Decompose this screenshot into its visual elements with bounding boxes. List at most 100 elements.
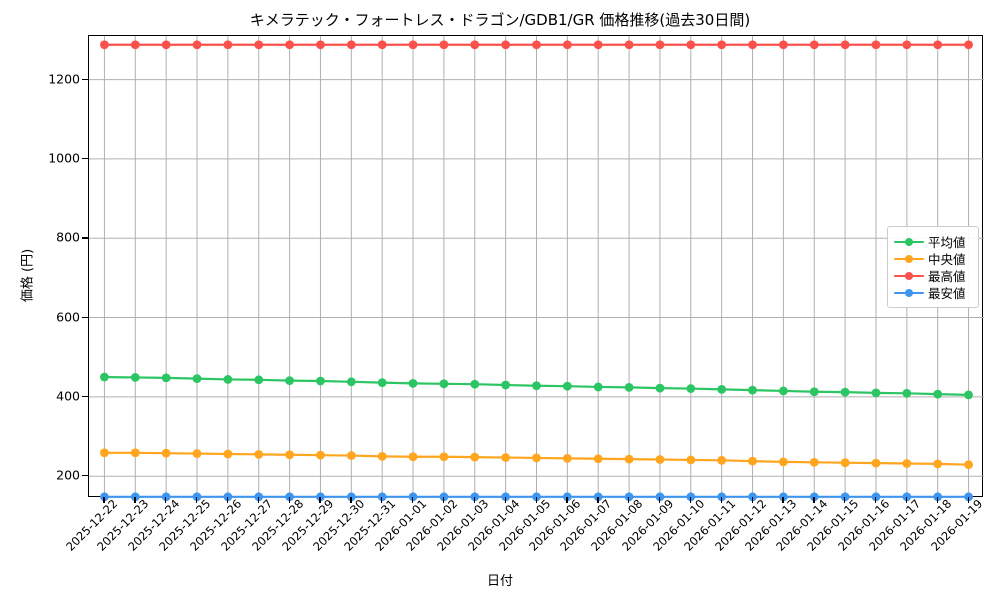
data-point-marker[interactable] xyxy=(809,387,819,397)
data-point-marker[interactable] xyxy=(871,458,881,468)
data-point-marker[interactable] xyxy=(316,376,325,386)
data-point-marker[interactable] xyxy=(223,375,233,384)
data-point-marker[interactable] xyxy=(439,492,449,502)
data-point-marker[interactable] xyxy=(192,40,202,50)
data-point-marker[interactable] xyxy=(655,40,665,50)
data-point-marker[interactable] xyxy=(223,449,233,459)
data-point-marker[interactable] xyxy=(655,455,665,464)
data-point-marker[interactable] xyxy=(964,390,973,400)
data-point-marker[interactable] xyxy=(717,40,727,50)
data-point-marker[interactable] xyxy=(408,452,418,462)
data-point-marker[interactable] xyxy=(624,492,634,502)
data-point-marker[interactable] xyxy=(285,376,294,386)
data-point-marker[interactable] xyxy=(316,492,325,502)
data-point-marker[interactable] xyxy=(840,458,850,468)
data-point-marker[interactable] xyxy=(779,457,788,467)
data-point-marker[interactable] xyxy=(655,383,665,393)
data-point-marker[interactable] xyxy=(254,492,264,502)
data-point-marker[interactable] xyxy=(254,375,264,385)
data-point-marker[interactable] xyxy=(779,492,788,502)
data-point-marker[interactable] xyxy=(532,40,541,50)
data-point-marker[interactable] xyxy=(316,40,325,50)
data-point-marker[interactable] xyxy=(408,40,418,50)
data-point-marker[interactable] xyxy=(192,374,202,384)
data-point-marker[interactable] xyxy=(377,40,387,50)
legend-item[interactable]: 最高値 xyxy=(894,267,971,284)
data-point-marker[interactable] xyxy=(717,492,727,502)
data-point-marker[interactable] xyxy=(161,373,171,383)
data-point-marker[interactable] xyxy=(161,448,171,458)
data-point-marker[interactable] xyxy=(686,455,696,465)
data-point-marker[interactable] xyxy=(100,372,109,382)
data-point-marker[interactable] xyxy=(748,385,757,395)
data-point-marker[interactable] xyxy=(439,452,449,462)
data-point-marker[interactable] xyxy=(377,492,387,502)
data-point-marker[interactable] xyxy=(809,40,819,50)
data-point-marker[interactable] xyxy=(532,492,541,502)
data-point-marker[interactable] xyxy=(593,382,603,392)
data-point-marker[interactable] xyxy=(964,492,973,502)
data-point-marker[interactable] xyxy=(192,449,202,458)
data-point-marker[interactable] xyxy=(470,452,480,462)
data-point-marker[interactable] xyxy=(871,40,881,50)
data-point-marker[interactable] xyxy=(377,451,387,461)
data-point-marker[interactable] xyxy=(408,492,418,502)
data-point-marker[interactable] xyxy=(562,40,572,50)
data-point-marker[interactable] xyxy=(964,460,973,470)
data-point-marker[interactable] xyxy=(562,492,572,502)
data-point-marker[interactable] xyxy=(902,40,912,50)
data-point-marker[interactable] xyxy=(809,492,819,502)
data-point-marker[interactable] xyxy=(840,40,850,50)
data-point-marker[interactable] xyxy=(871,388,881,398)
data-point-marker[interactable] xyxy=(532,381,541,391)
data-point-marker[interactable] xyxy=(933,459,943,469)
data-point-marker[interactable] xyxy=(562,381,572,391)
data-point-marker[interactable] xyxy=(748,40,757,50)
data-point-marker[interactable] xyxy=(748,492,757,502)
data-point-marker[interactable] xyxy=(470,379,480,389)
data-point-marker[interactable] xyxy=(624,454,634,464)
data-point-marker[interactable] xyxy=(593,40,603,50)
data-point-marker[interactable] xyxy=(933,389,943,399)
data-point-marker[interactable] xyxy=(933,492,943,502)
data-point-marker[interactable] xyxy=(439,379,449,389)
data-point-marker[interactable] xyxy=(130,373,140,382)
data-point-marker[interactable] xyxy=(377,378,387,387)
data-point-marker[interactable] xyxy=(346,377,356,387)
data-point-marker[interactable] xyxy=(686,384,696,393)
data-point-marker[interactable] xyxy=(686,492,696,502)
data-point-marker[interactable] xyxy=(964,40,973,50)
data-point-marker[interactable] xyxy=(624,382,634,392)
legend-item[interactable]: 中央値 xyxy=(894,250,971,267)
data-point-marker[interactable] xyxy=(439,40,449,50)
data-point-marker[interactable] xyxy=(532,453,541,463)
data-point-marker[interactable] xyxy=(192,492,202,502)
data-point-marker[interactable] xyxy=(933,40,943,50)
data-point-marker[interactable] xyxy=(100,40,109,50)
data-point-marker[interactable] xyxy=(501,380,511,390)
data-point-marker[interactable] xyxy=(130,492,140,502)
data-point-marker[interactable] xyxy=(161,492,171,502)
data-point-marker[interactable] xyxy=(717,384,727,394)
data-point-marker[interactable] xyxy=(748,456,757,466)
data-point-marker[interactable] xyxy=(346,492,356,502)
data-point-marker[interactable] xyxy=(809,457,819,467)
data-point-marker[interactable] xyxy=(285,40,294,50)
data-point-marker[interactable] xyxy=(470,40,480,50)
data-point-marker[interactable] xyxy=(902,388,912,398)
data-point-marker[interactable] xyxy=(902,492,912,502)
data-point-marker[interactable] xyxy=(501,40,511,50)
data-point-marker[interactable] xyxy=(470,492,480,502)
data-point-marker[interactable] xyxy=(871,492,881,502)
data-point-marker[interactable] xyxy=(316,450,325,460)
data-point-marker[interactable] xyxy=(717,455,727,465)
legend-item[interactable]: 平均値 xyxy=(894,233,971,250)
data-point-marker[interactable] xyxy=(779,40,788,50)
data-point-marker[interactable] xyxy=(223,40,233,50)
data-point-marker[interactable] xyxy=(593,492,603,502)
data-point-marker[interactable] xyxy=(779,386,788,396)
data-point-marker[interactable] xyxy=(562,453,572,463)
data-point-marker[interactable] xyxy=(130,448,140,458)
data-point-marker[interactable] xyxy=(840,387,850,397)
data-point-marker[interactable] xyxy=(501,492,511,502)
